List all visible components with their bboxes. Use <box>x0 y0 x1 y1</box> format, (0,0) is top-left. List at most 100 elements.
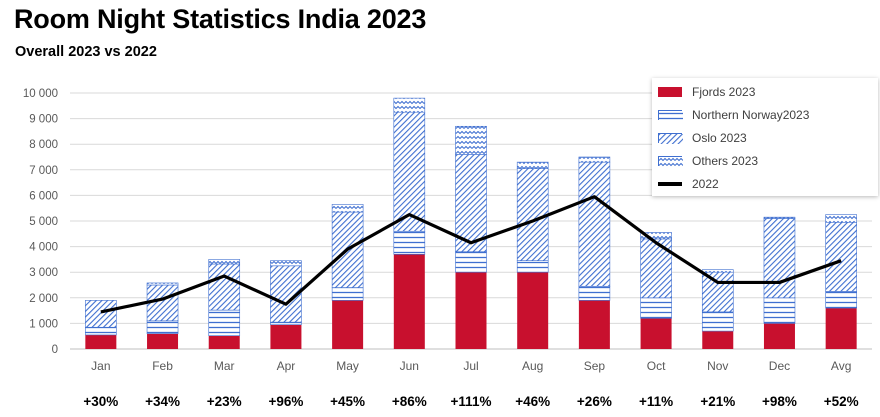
bar-northern-norway <box>516 260 549 273</box>
bar-others <box>701 269 734 273</box>
x-tick-label: Nov <box>707 359 728 373</box>
bar-oslo <box>146 284 179 322</box>
x-tick-label: May <box>336 359 359 373</box>
legend-label-oslo: Oslo 2023 <box>692 131 747 145</box>
bar-fjords <box>517 272 549 349</box>
bar-northern-norway <box>640 297 672 319</box>
y-tick-label: 9 000 <box>29 114 58 126</box>
bar-oslo <box>763 218 796 299</box>
x-tick-label: Dec <box>769 359 790 373</box>
y-tick-label: 5 000 <box>29 216 58 228</box>
growth-label: +111% <box>451 394 492 409</box>
growth-label: +34% <box>145 394 180 409</box>
growth-label: +45% <box>330 394 365 409</box>
bar-fjords <box>640 318 672 349</box>
line-2022-path <box>100 195 842 314</box>
y-tick-label: 8 000 <box>29 139 58 151</box>
bar-fjords <box>393 254 425 349</box>
x-axis-ticks: Jan Feb Mar Apr May Jun Jul Aug Sep Oct Nov Dec Avg <box>91 359 851 373</box>
bar-oslo <box>208 263 241 311</box>
legend-swatch-fjords <box>658 87 682 97</box>
bar-others <box>763 216 796 219</box>
growth-label: +26% <box>577 394 612 409</box>
legend-item-2022: 2022 <box>658 176 719 192</box>
growth-label: +30% <box>83 394 118 409</box>
bar-others <box>270 260 302 267</box>
y-axis-ticks: 0 1 000 2 000 3 000 4 000 5 000 6 000 7 000 8 00… <box>23 88 58 356</box>
legend-item-northern-norway: Northern Norway2023 <box>658 107 810 123</box>
x-tick-label: Mar <box>214 359 235 373</box>
bar-fjords <box>270 324 302 349</box>
bar-northern-norway <box>455 251 487 273</box>
bar-others <box>640 232 672 240</box>
bar-northern-norway <box>393 230 426 255</box>
bar-oslo <box>578 161 611 287</box>
x-tick-label: Apr <box>277 359 296 373</box>
bar-northern-norway <box>763 297 796 324</box>
bar-northern-norway <box>208 309 241 336</box>
y-tick-label: 0 <box>52 344 58 356</box>
growth-label: +23% <box>207 394 242 409</box>
bar-oslo <box>393 111 426 232</box>
x-tick-label: Aug <box>522 359 543 373</box>
bar-others <box>516 161 549 169</box>
bar-others <box>393 97 426 113</box>
legend: Fjords 2023 Northern Norway2023 Oslo 202… <box>652 78 878 196</box>
bar-oslo <box>825 221 857 292</box>
bar-fjords <box>208 335 240 349</box>
legend-swatch-others <box>658 156 683 167</box>
x-tick-label: Jun <box>400 359 419 373</box>
bars <box>85 97 857 349</box>
growth-label: +46% <box>515 394 550 409</box>
x-tick-label: Feb <box>152 359 173 373</box>
x-tick-label: Sep <box>584 359 606 373</box>
y-tick-label: 4 000 <box>29 242 58 254</box>
bar-fjords <box>763 323 795 349</box>
legend-label-fjords: Fjords 2023 <box>692 85 756 99</box>
bar-oslo <box>85 300 117 328</box>
legend-label-others: Others 2023 <box>692 154 759 168</box>
y-tick-label: 3 000 <box>29 267 58 279</box>
legend-label-2022: 2022 <box>692 177 719 191</box>
line-2022 <box>100 195 842 314</box>
growth-label: +11% <box>639 394 673 409</box>
bar-others <box>455 125 487 155</box>
bar-fjords <box>578 300 610 349</box>
bar-oslo <box>516 168 549 261</box>
x-tick-label: Oct <box>647 359 666 373</box>
bar-northern-norway <box>270 321 302 325</box>
legend-item-oslo: Oslo 2023 <box>658 130 747 146</box>
legend-swatch-oslo <box>658 133 683 144</box>
bar-oslo <box>701 271 734 313</box>
x-tick-label: Jan <box>91 359 110 373</box>
x-tick-label: Jul <box>463 359 478 373</box>
bar-others <box>331 204 364 213</box>
y-tick-label: 2 000 <box>29 293 58 305</box>
bar-northern-norway <box>146 320 179 334</box>
bar-oslo <box>640 238 672 299</box>
y-tick-label: 6 000 <box>29 190 58 202</box>
bar-northern-norway <box>85 326 117 336</box>
y-tick-label: 1 000 <box>29 318 58 330</box>
bar-others <box>208 259 241 265</box>
growth-label: +98% <box>762 394 797 409</box>
x-tick-label: Avg <box>831 359 851 373</box>
legend-label-northern-norway: Northern Norway2023 <box>692 108 810 122</box>
bar-others <box>825 214 857 223</box>
bar-others <box>578 156 611 163</box>
legend-item-fjords: Fjords 2023 <box>658 84 756 100</box>
growth-label: +52% <box>824 394 859 409</box>
bar-northern-norway <box>578 285 611 301</box>
legend-item-others: Others 2023 <box>658 153 759 169</box>
growth-labels: +30% +34% +23% +96% +45% +86% +111% +46% +26% +11… <box>83 394 858 409</box>
legend-swatch-northern-norway <box>658 110 683 121</box>
bar-fjords <box>85 334 117 349</box>
bar-northern-norway <box>331 287 364 301</box>
y-tick-label: 7 000 <box>29 165 58 177</box>
y-tick-label: 10 000 <box>23 88 58 100</box>
bar-others <box>146 282 179 286</box>
bar-northern-norway <box>701 311 734 332</box>
chart-title: Room Night Statistics India 2023 <box>14 4 427 34</box>
chart-subtitle: Overall 2023 vs 2022 <box>15 44 157 60</box>
